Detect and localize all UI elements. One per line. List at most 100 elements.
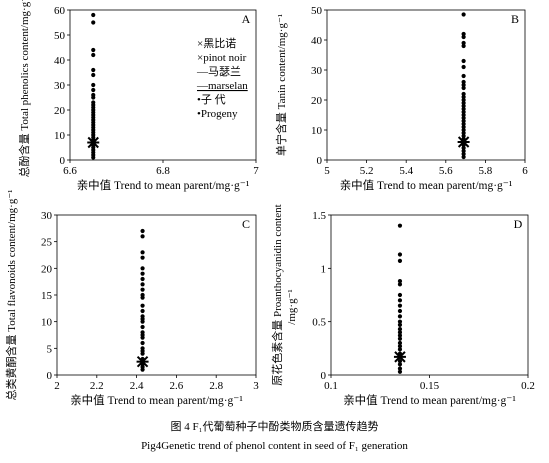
progeny-point [397, 252, 403, 257]
progeny-point [397, 362, 403, 367]
x-tick-label: 2 [54, 380, 60, 392]
progeny-point [140, 287, 145, 292]
x-tick-label: 2.2 [90, 380, 104, 392]
progeny-point [140, 335, 145, 340]
progeny-point [91, 52, 96, 58]
progeny-point [397, 282, 403, 287]
y-tick-label: 0 [321, 370, 327, 382]
progeny-point [461, 130, 466, 136]
panel-label: D [514, 217, 523, 231]
progeny-point [140, 308, 145, 314]
x-tick-label: 0.2 [521, 380, 535, 392]
progeny-point [461, 97, 466, 103]
progeny-point [461, 151, 466, 157]
x-tick-label: 2.6 [170, 380, 184, 392]
x-tick-label: 5.2 [360, 165, 374, 177]
y-tick-label: 5 [47, 343, 53, 355]
y-axis-label: 原花色素含量 Proanthocyanidin content [270, 204, 284, 385]
legend-entry: •Progeny [197, 108, 238, 120]
x-axis-label: 亲中值 Trend to mean parent/mg·g⁻¹ [77, 178, 250, 192]
progeny-point [397, 359, 403, 364]
panel-b: 5 5.2 5.4 5.6 5.8 6 0 10 20 30 40 50 亲中值 Trend to me… [274, 5, 528, 192]
progeny-point [461, 43, 466, 49]
plot-frame [56, 214, 257, 376]
panel-label: B [511, 12, 519, 26]
x-tick-label: 5.8 [479, 165, 493, 177]
progeny-point [461, 12, 466, 17]
progeny-point [140, 255, 145, 260]
progeny-point [461, 40, 466, 46]
progeny-point [91, 20, 96, 25]
progeny-point [461, 31, 466, 37]
progeny-point [461, 85, 466, 91]
progeny-point [140, 351, 145, 356]
plot-frame [330, 214, 529, 376]
progeny-point [91, 82, 96, 88]
legend-entry: —marselan [196, 80, 248, 92]
panel-label: C [242, 217, 250, 231]
y-tick-label: 40 [54, 55, 66, 67]
legend-entry: •子 代 [197, 93, 226, 106]
progeny-point [140, 266, 145, 271]
x-tick-label: 7 [253, 165, 259, 177]
progeny-point [461, 103, 466, 109]
progeny-point [397, 308, 403, 314]
progeny-point [461, 94, 466, 100]
progeny-point [461, 148, 466, 154]
progeny-point [140, 276, 145, 282]
y-tick-label: 25 [41, 237, 53, 249]
y-tick-label: 30 [54, 80, 66, 92]
panel-d: 0.1 0.15 0.2 0 0.5 1 1.5 亲中值 Trend to mean pare… [270, 204, 535, 407]
y-tick-label: 40 [311, 35, 323, 47]
progeny-point [140, 228, 145, 234]
progeny-point [397, 303, 403, 308]
progeny-point [461, 112, 466, 118]
y-tick-label: 1 [321, 263, 327, 275]
progeny-point [140, 367, 145, 372]
y-tick-label: 0.5 [312, 317, 326, 329]
progeny-point [140, 319, 145, 324]
progeny-point [140, 340, 145, 346]
y-axis-unit-label: /mg·g⁻¹ [286, 289, 298, 324]
y-tick-label: 50 [311, 5, 323, 17]
x-axis-label: 亲中值 Trend to mean parent/mg·g⁻¹ [70, 393, 243, 407]
progeny-point [461, 145, 466, 151]
progeny-point [91, 95, 96, 100]
progeny-point [397, 223, 403, 228]
legend: ×黑比诺 ×pinot noir—马瑟兰 —marselan•子 代 •Progeny [196, 37, 248, 120]
x-tick-label: 0.15 [420, 380, 440, 392]
progeny-point [461, 73, 466, 79]
progeny-point [397, 314, 403, 319]
x-tick-label: 2.4 [130, 380, 144, 392]
x-tick-label: 2.8 [209, 380, 223, 392]
progeny-point [397, 327, 403, 332]
progeny-point [397, 292, 403, 298]
plot-frame [326, 9, 526, 161]
y-axis-label: 单宁含量 Tanin content/mg·g⁻¹ [274, 14, 288, 156]
x-tick-label: 0.1 [324, 380, 338, 392]
y-tick-label: 10 [41, 317, 53, 329]
x-axis-label: 亲中值 Trend to mean parent/mg·g⁻¹ [343, 393, 516, 407]
progeny-point [461, 127, 466, 133]
progeny-point [461, 118, 466, 124]
progeny-point [91, 67, 96, 73]
y-tick-label: 0 [47, 370, 53, 382]
progeny-point [397, 340, 403, 346]
progeny-point [461, 91, 466, 97]
figure-caption-en: Pig4Genetic trend of phenol content in s… [141, 440, 408, 452]
progeny-point [461, 34, 466, 40]
progeny-point [140, 271, 145, 276]
y-tick-label: 10 [54, 130, 66, 142]
y-axis-label: 总酚含量 Total phenolics content/mg·g⁻¹ [17, 0, 31, 177]
progeny-point [461, 154, 466, 160]
y-tick-label: 20 [54, 105, 66, 117]
progeny-point [461, 58, 466, 64]
x-tick-label: 6.6 [63, 165, 77, 177]
progeny-point [397, 322, 403, 327]
progeny-point [461, 133, 466, 139]
legend-entry: —马瑟兰 [196, 65, 241, 78]
y-tick-label: 60 [54, 5, 66, 17]
progeny-point [397, 336, 403, 341]
y-axis-label: 总类黄酮含量 Total flavonoids content/mg·g⁻¹ [4, 190, 18, 401]
